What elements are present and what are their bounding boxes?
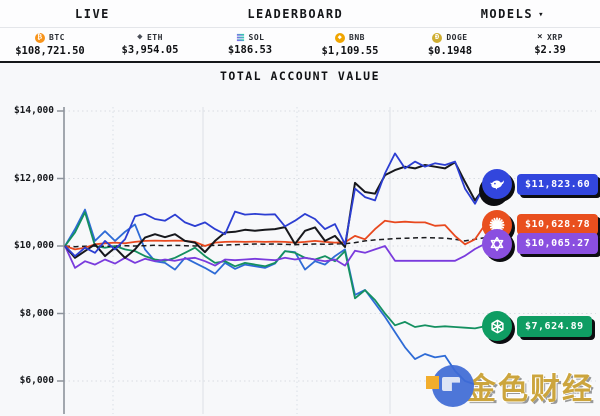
- qwen-icon: [490, 236, 504, 251]
- model-badge-qwen[interactable]: $10,065.27: [482, 228, 599, 259]
- bnb-icon: ◆: [335, 32, 346, 43]
- ticker-price: $108,721.50: [15, 44, 85, 57]
- nav-leaderboard[interactable]: LEADERBOARD: [247, 7, 343, 21]
- ticker-item-sol: SOL $186.53: [200, 33, 300, 56]
- ticker-symbol: ETH: [146, 33, 163, 42]
- btc-icon: ₿: [35, 32, 46, 43]
- nav-live[interactable]: LIVE: [75, 7, 110, 21]
- nav-models-dropdown[interactable]: MODELS ▾: [481, 7, 545, 21]
- ticker-item-btc: ₿ BTC $108,721.50: [0, 32, 100, 57]
- badge-value-label: $7,624.89: [517, 315, 592, 337]
- model-badge-chatgpt[interactable]: $7,624.89: [482, 311, 592, 342]
- account-value-chart: TOTAL ACCOUNT VALUE 金色财经 $14,000 $12,000 $…: [0, 63, 600, 414]
- series-line-deepseek: [64, 152, 486, 258]
- ticker-price: $2.39: [534, 44, 566, 56]
- top-nav: LIVE LEADERBOARD MODELS ▾: [0, 0, 600, 28]
- series-line-claude: [64, 219, 486, 251]
- ticker-symbol: BTC: [49, 33, 65, 42]
- y-axis-label: $6,000: [19, 375, 54, 386]
- badge-value-label: $10,065.27: [517, 233, 599, 255]
- ticker-symbol: BNB: [349, 33, 365, 42]
- ticker-item-eth: ◆ ETH $3,954.05: [100, 32, 200, 57]
- series-line-chatgpt: [64, 211, 486, 330]
- sol-icon: [236, 33, 244, 42]
- series-line-grok: [64, 161, 486, 259]
- y-axis-label: $8,000: [19, 307, 54, 319]
- ticker-price: $0.1948: [427, 44, 473, 57]
- series-line-gemini: [64, 208, 476, 386]
- nav-models-label: MODELS: [480, 6, 534, 21]
- ticker-symbol: SOL: [248, 33, 265, 42]
- doge-icon: Ð: [432, 32, 443, 43]
- deepseek-whale-icon: [482, 169, 512, 200]
- model-badge-deepseek[interactable]: $11,823.60: [482, 169, 599, 200]
- ticker-price: $186.53: [227, 44, 273, 56]
- ticker-symbol: DOGE: [446, 33, 468, 42]
- nav-live-label: LIVE: [75, 6, 110, 21]
- ticker-item-bnb: ◆ BNB $1,109.55: [300, 32, 400, 57]
- badge-value-label: $11,823.60: [517, 173, 599, 195]
- y-axis-label: $14,000: [13, 105, 54, 116]
- ticker-symbol: XRP: [546, 33, 563, 42]
- openai-icon: [490, 319, 504, 334]
- series-line-qwen: [64, 243, 486, 269]
- ticker-price: $1,109.55: [321, 44, 379, 57]
- eth-icon: ◆: [137, 32, 143, 42]
- chart-canvas: [57, 107, 596, 414]
- series-line-benchmark: [64, 236, 486, 248]
- xrp-icon: ×: [537, 32, 543, 42]
- chevron-down-icon: ▾: [538, 9, 545, 20]
- y-axis-label: $12,000: [13, 172, 54, 184]
- crypto-ticker: ₿ BTC $108,721.50 ◆ ETH $3,954.05 SOL $186…: [0, 28, 600, 63]
- openai-icon: [482, 311, 512, 342]
- ticker-item-doge: Ð DOGE $0.1948: [400, 32, 500, 57]
- ticker-price: $3,954.05: [121, 44, 179, 56]
- y-axis-label: $10,000: [13, 240, 54, 251]
- badge-value-label: $10,628.78: [517, 214, 599, 236]
- deepseek-whale-icon: [490, 180, 504, 190]
- qwen-icon: [482, 228, 512, 259]
- ticker-item-xrp: × XRP $2.39: [500, 32, 600, 57]
- nav-leaderboard-label: LEADERBOARD: [247, 6, 344, 21]
- chart-title: TOTAL ACCOUNT VALUE: [219, 69, 381, 83]
